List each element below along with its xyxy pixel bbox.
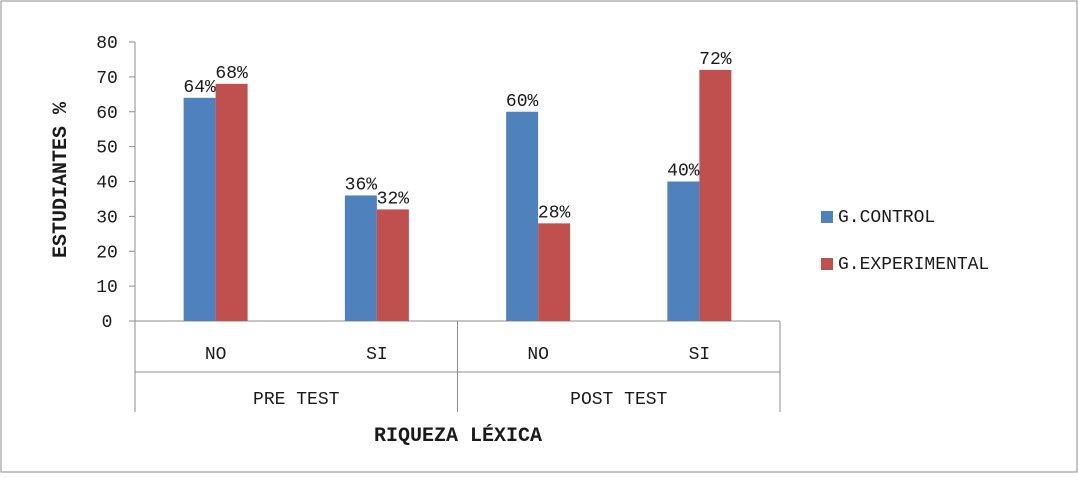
y-tick-label: 50	[96, 139, 118, 159]
y-tick-label: 30	[96, 208, 118, 228]
legend-swatch	[821, 258, 833, 270]
y-tick-label: 70	[96, 69, 118, 89]
data-label: 36%	[345, 175, 378, 195]
data-label: 60%	[506, 92, 539, 112]
bar	[376, 209, 409, 321]
legend-entry: G.CONTROL	[838, 208, 935, 228]
bar	[344, 195, 377, 321]
data-label: 64%	[183, 78, 216, 98]
legend-entry: G.EXPERIMENTAL	[838, 255, 989, 275]
x-category-label: SI	[366, 345, 388, 365]
data-label: 28%	[538, 203, 571, 223]
data-label: 32%	[377, 189, 410, 209]
group-label: PRE TEST	[253, 390, 340, 410]
bar	[506, 111, 539, 321]
x-category-label: SI	[689, 345, 711, 365]
bar	[215, 83, 248, 321]
plot-area: 0 10 20 30 40 50 60 70 80 PRE TEST POST TEST NO SI NO…	[96, 34, 781, 412]
bar	[699, 69, 732, 322]
x-category-label: NO	[527, 345, 549, 365]
bar	[538, 223, 571, 321]
group-label: POST TEST	[570, 390, 667, 410]
y-tick-label: 10	[96, 278, 118, 298]
y-axis-title: ESTUDIANTES %	[50, 101, 73, 258]
bar	[667, 181, 700, 321]
y-tick-label: 40	[96, 174, 118, 194]
legend: G.CONTROL G.EXPERIMENTAL	[821, 208, 989, 275]
x-category-label: NO	[205, 345, 227, 365]
data-label: 68%	[215, 64, 248, 84]
y-tick-label: 80	[96, 34, 118, 54]
bar	[183, 97, 216, 321]
data-label: 72%	[699, 50, 732, 70]
y-tick-label: 0	[102, 313, 113, 333]
y-tick-label: 60	[96, 104, 118, 124]
y-tick-label: 20	[96, 243, 118, 263]
data-label: 40%	[667, 162, 700, 182]
legend-swatch	[821, 211, 833, 223]
x-axis-title: RIQUEZA LÉXICA	[374, 424, 542, 448]
